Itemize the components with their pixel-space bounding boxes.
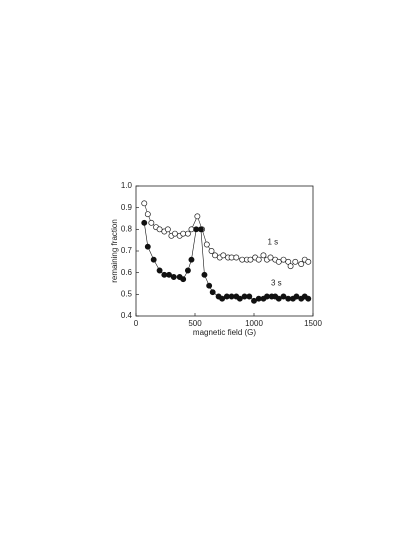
data-point	[156, 267, 163, 274]
data-point	[180, 276, 187, 283]
data-point	[166, 271, 172, 278]
data-point	[233, 254, 240, 261]
data-point	[197, 226, 204, 233]
data-point	[209, 289, 216, 296]
x-tick-label: 0	[134, 319, 139, 328]
data-point	[141, 200, 148, 207]
data-point	[220, 252, 227, 259]
data-point	[148, 219, 155, 226]
data-point	[171, 230, 178, 237]
data-point	[267, 254, 274, 261]
x-tick-label: 1000	[245, 319, 263, 328]
data-point	[150, 256, 157, 263]
data-point	[280, 293, 287, 300]
data-point	[292, 258, 299, 265]
data-point	[208, 248, 215, 254]
data-point	[203, 241, 210, 248]
data-point	[287, 263, 294, 270]
x-axis-label: magnetic field (G)	[193, 328, 256, 337]
y-tick-label: 0.9	[121, 203, 133, 212]
data-point	[194, 213, 201, 220]
x-tick-label: 500	[188, 319, 202, 328]
data-point	[141, 219, 148, 226]
data-point	[206, 282, 213, 289]
series-label: 3 s	[271, 279, 282, 288]
y-tick-label: 0.8	[121, 224, 133, 233]
data-point	[280, 256, 287, 263]
data-point	[293, 293, 300, 300]
data-point	[184, 230, 191, 237]
data-point	[156, 226, 163, 233]
data-point	[247, 256, 254, 263]
data-point	[164, 226, 171, 233]
data-point	[144, 243, 151, 250]
data-point	[170, 274, 177, 280]
data-point	[201, 271, 208, 278]
data-point	[212, 252, 219, 259]
y-tick-label: 0.6	[121, 268, 133, 277]
data-point	[236, 295, 243, 302]
data-point	[144, 211, 151, 218]
x-tick-label: 1500	[304, 319, 322, 328]
data-point	[305, 295, 312, 302]
y-axis-label: remaining fraction	[110, 219, 119, 283]
data-point	[275, 258, 282, 265]
y-tick-label: 0.4	[121, 311, 133, 320]
data-point	[184, 267, 191, 274]
data-point	[255, 256, 262, 263]
data-point	[251, 297, 257, 304]
data-point	[219, 295, 226, 302]
series-label: 1 s	[267, 237, 278, 246]
y-tick-label: 0.7	[121, 246, 133, 255]
data-point	[275, 295, 282, 302]
data-point	[298, 261, 305, 267]
y-tick-label: 1.0	[121, 181, 133, 190]
data-point	[246, 293, 253, 300]
data-point	[188, 256, 195, 263]
y-tick-label: 0.5	[121, 289, 133, 298]
data-point	[305, 258, 312, 265]
data-point	[260, 252, 267, 259]
